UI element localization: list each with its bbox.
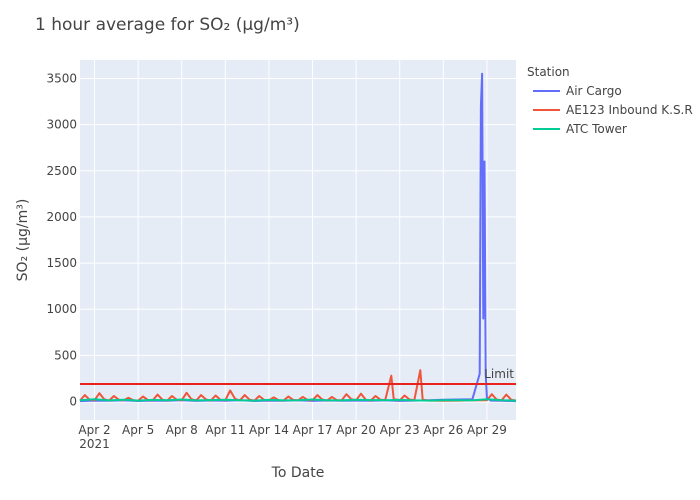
series-line-2 bbox=[79, 398, 517, 402]
legend-title: Station bbox=[527, 65, 570, 79]
legend: Station Air Cargo AE123 Inbound K.S.R ATC … bbox=[527, 65, 693, 136]
x-axis-title: To Date bbox=[271, 465, 325, 481]
grid bbox=[80, 60, 516, 420]
limit-label: Limit bbox=[484, 367, 514, 381]
y-tick-label: 3000 bbox=[46, 118, 77, 132]
chart-title: 1 hour average for SO₂ (µg/m³) bbox=[35, 15, 300, 35]
y-tick-label: 3500 bbox=[46, 71, 77, 85]
x-tick-label: Apr 14 bbox=[249, 423, 289, 437]
x-tick-label: Apr 26 bbox=[423, 423, 463, 437]
x-tick-sublabel: 2021 bbox=[79, 437, 110, 451]
y-tick-label: 2500 bbox=[46, 164, 77, 178]
plot-background bbox=[80, 60, 516, 420]
legend-label-2: ATC Tower bbox=[566, 122, 627, 136]
legend-label-0: Air Cargo bbox=[566, 84, 622, 98]
y-tick-label: 2000 bbox=[46, 210, 77, 224]
x-tick-label: Apr 11 bbox=[205, 423, 245, 437]
y-tick-labels: 0 500 1000 1500 2000 2500 3000 3500 bbox=[46, 71, 77, 408]
limit-layer: Limit bbox=[80, 367, 516, 385]
x-tick-label: Apr 8 bbox=[166, 423, 198, 437]
x-tick-label: Apr 20 bbox=[336, 423, 376, 437]
y-axis-title: SO₂ (µg/m³) bbox=[15, 199, 31, 282]
y-tick-label: 1000 bbox=[46, 302, 77, 316]
y-tick-label: 1500 bbox=[46, 256, 77, 270]
y-tick-label: 0 bbox=[69, 395, 77, 409]
x-tick-label: Apr 23 bbox=[380, 423, 420, 437]
x-tick-label: Apr 29 bbox=[467, 423, 507, 437]
legend-label-1: AE123 Inbound K.S.R bbox=[566, 103, 693, 117]
y-tick-label: 500 bbox=[54, 348, 77, 362]
x-tick-label: Apr 17 bbox=[293, 423, 333, 437]
series-layer bbox=[79, 72, 517, 403]
x-tick-label: Apr 5 bbox=[122, 423, 154, 437]
x-tick-label: Apr 2 bbox=[78, 423, 110, 437]
